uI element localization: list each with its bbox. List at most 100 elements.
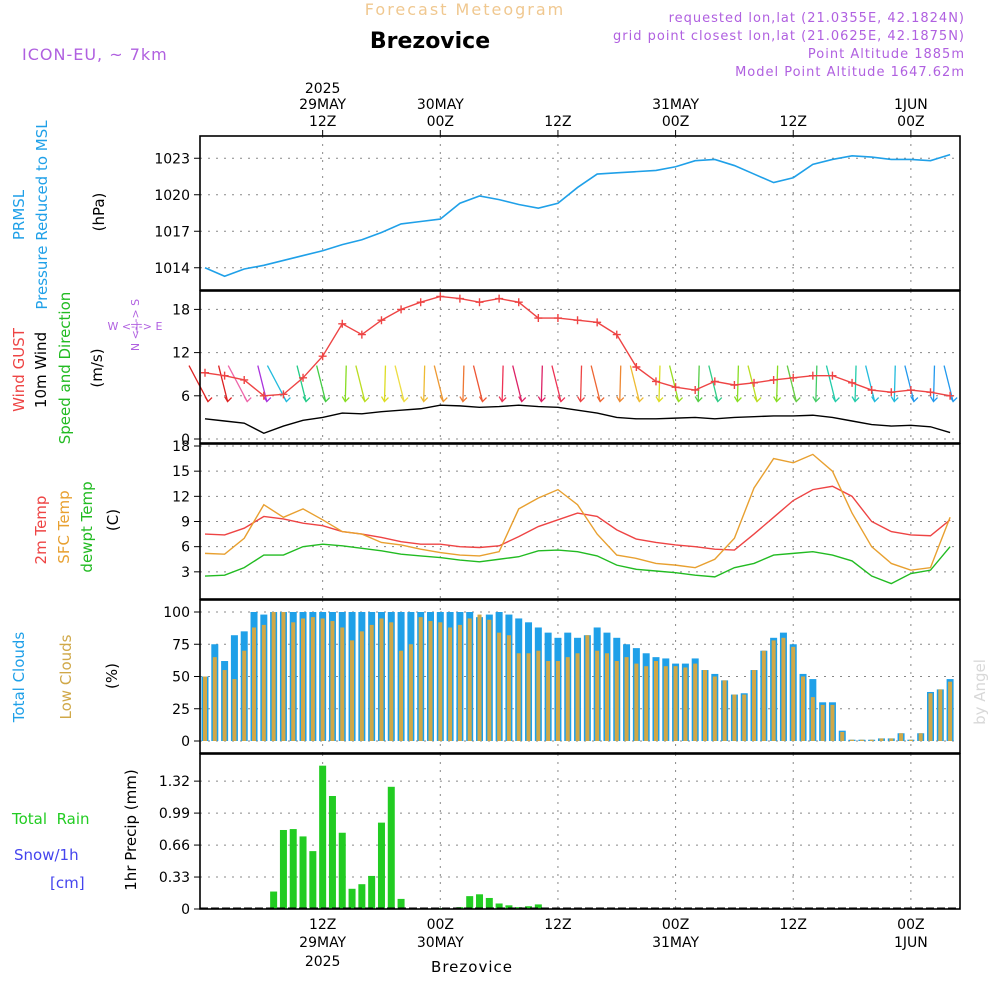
time-label-year: 2025 <box>305 81 341 97</box>
low-cloud-bar <box>555 661 560 741</box>
wind-direction-arrowhead <box>420 396 429 403</box>
wind-direction-arrowhead <box>714 396 723 403</box>
y-tick-label: 0.99 <box>159 806 190 822</box>
y-tick-label: 6 <box>181 540 190 556</box>
wind-direction-arrow <box>708 365 719 402</box>
wind-gust-marker <box>632 363 641 371</box>
low-cloud-bar <box>575 653 580 741</box>
rain-bar <box>328 795 336 909</box>
low-cloud-bar <box>948 681 953 741</box>
rain-bar <box>495 903 503 909</box>
panel-frame <box>199 290 961 444</box>
low-cloud-bar <box>899 733 904 741</box>
low-cloud-bar <box>673 666 678 741</box>
low-cloud-bar <box>585 635 590 741</box>
low-cloud-bar <box>399 650 404 741</box>
grid-layer <box>200 136 960 910</box>
time-label-hour: 00Z <box>662 917 689 933</box>
low-cloud-bar <box>820 704 825 741</box>
wind-direction-arrow <box>472 365 484 402</box>
wind-gust-marker <box>651 377 660 386</box>
low-cloud-bar <box>526 653 531 741</box>
pressure-line <box>204 153 951 278</box>
y-tick-label: 18 <box>172 439 190 455</box>
low-cloud-bar <box>644 666 649 741</box>
wind-direction-arrowhead <box>361 396 370 403</box>
wind-gust-marker <box>946 391 955 400</box>
low-cloud-bar <box>850 739 855 741</box>
wind-direction-arrowhead <box>243 396 252 403</box>
wind-direction-arrow <box>619 365 622 402</box>
time-label-hour: 00Z <box>427 114 454 130</box>
wind-direction-arrowhead <box>537 396 546 403</box>
low-cloud-bar <box>497 632 502 741</box>
low-cloud-bar <box>261 624 266 741</box>
wind-direction-arrowhead <box>635 396 644 403</box>
wind-direction-arrowhead <box>263 396 272 403</box>
time-label-hour: 12Z <box>780 917 807 933</box>
rain-bar <box>534 904 542 909</box>
wind-direction-arrow <box>217 365 229 402</box>
wind-direction-arrow <box>904 365 915 402</box>
wind-direction-arrowhead <box>498 396 507 403</box>
time-label-hour: 12Z <box>544 917 571 933</box>
low-cloud-bar <box>291 622 296 741</box>
wind-gust-marker <box>730 381 739 389</box>
wind-direction-arrowhead <box>655 396 664 403</box>
y-tick-label: 50 <box>172 670 190 686</box>
wind-direction-arrowhead <box>478 396 487 403</box>
rain-bar <box>397 898 405 909</box>
low-cloud-bar <box>487 619 492 741</box>
y-tick-label: 1017 <box>154 224 190 240</box>
low-cloud-bar <box>869 739 874 741</box>
low-cloud-bar <box>359 631 364 741</box>
wind-10m-line <box>204 404 951 435</box>
y-tick-label: 75 <box>172 637 190 653</box>
wind-units: (m/s) <box>88 348 106 387</box>
wind-direction-arrow <box>629 365 641 402</box>
wind-direction-arrow <box>433 365 444 402</box>
precip-panel-labels: Total Rain Snow/1h [cm] 1hr Precip (mm) <box>11 769 140 892</box>
pressure-panel-labels: PRMSL Pressure Reduced to MSL (hPa) <box>10 120 108 310</box>
wind-direction-arrow <box>932 365 936 402</box>
data-layer <box>188 153 960 909</box>
wind-direction-arrowhead <box>694 396 703 403</box>
wind-direction-arrow <box>893 365 896 402</box>
low-cloud-bar <box>928 693 933 741</box>
rain-bar <box>377 822 385 909</box>
wind-gust-marker <box>259 391 268 400</box>
wind-gust-marker <box>220 371 229 380</box>
wind-gust-marker <box>553 314 562 323</box>
low-cloud-bar <box>389 622 394 741</box>
low-cloud-bar <box>565 657 570 741</box>
y-tick-label: 0 <box>181 734 190 750</box>
low-cloud-bar <box>693 663 698 741</box>
y-tick-label: 0 <box>181 902 190 918</box>
wind-direction-arrowhead <box>616 396 625 403</box>
low-cloud-bar <box>938 689 943 741</box>
wind-direction-arrow <box>462 365 465 402</box>
wind-direction-arrowhead <box>949 396 958 403</box>
wind-direction-arrowhead <box>204 396 213 403</box>
low-cloud-bar <box>752 670 757 741</box>
wind-direction-arrowhead <box>831 396 840 403</box>
pressure-units: (hPa) <box>90 193 108 232</box>
precip-units: 1hr Precip (mm) <box>122 769 140 890</box>
rain-bar <box>525 906 533 909</box>
time-label-hour: 12Z <box>309 114 336 130</box>
wind-gust-marker <box>357 330 366 339</box>
low-cloud-bar <box>310 617 315 741</box>
time-label-year: 2025 <box>305 954 341 970</box>
temp-sfc-line <box>204 453 951 571</box>
low-cloud-bar <box>350 640 355 741</box>
time-label-hour: 00Z <box>897 917 924 933</box>
wind-direction-arrowhead <box>929 396 938 403</box>
rain-bar <box>358 884 366 909</box>
total-clouds-label: Total Clouds <box>10 632 28 724</box>
wind-direction-arrowhead <box>380 396 389 403</box>
wind-direction-arrow <box>355 365 366 402</box>
wind-direction-arrow <box>579 365 583 402</box>
time-label-date: 1JUN <box>894 935 928 951</box>
wind-gust-marker <box>769 375 778 384</box>
wind-direction-arrowhead <box>871 396 880 403</box>
